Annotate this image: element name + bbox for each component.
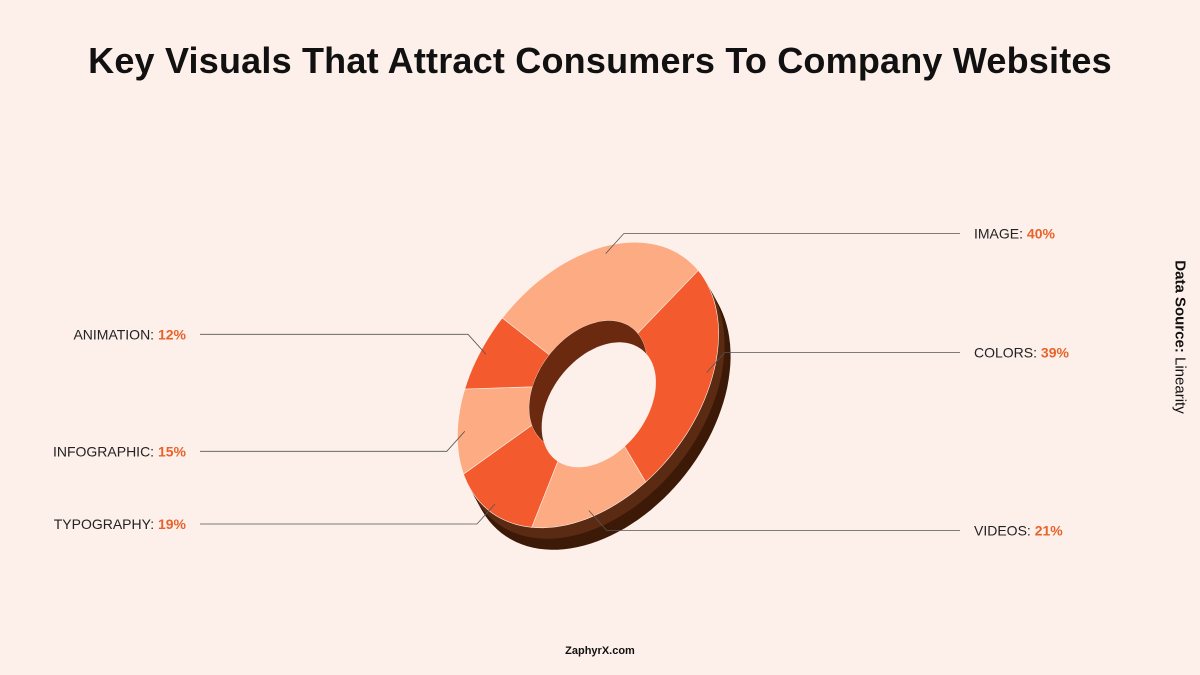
slice-value: 19% <box>158 516 187 532</box>
slice-value: 21% <box>1035 523 1064 539</box>
donut-hole <box>529 320 656 468</box>
data-source: Data Source: Linearity <box>1172 260 1189 413</box>
slice-value: 15% <box>158 443 187 459</box>
slice-name: ANIMATION: <box>73 326 158 342</box>
leader-line <box>605 233 960 254</box>
slice-label-videos: VIDEOS: 21% <box>588 510 1063 539</box>
leader-line <box>200 503 496 525</box>
footer-brand: ZaphyrX.com <box>565 645 635 657</box>
chart-title: Key Visuals That Attract Consumers To Co… <box>88 40 1112 81</box>
data-source-label: Data Source: <box>1171 260 1189 353</box>
leader-line <box>200 431 466 452</box>
slice-label-typography: TYPOGRAPHY: 19% <box>54 503 496 532</box>
slice-value: 40% <box>1027 226 1056 242</box>
slice-label-text: COLORS: 39% <box>974 345 1069 361</box>
slice-name: COLORS: <box>974 345 1041 361</box>
slice-label-text: ANIMATION: 12% <box>73 326 186 342</box>
slice-name: VIDEOS: <box>974 523 1035 539</box>
slice-label-text: TYPOGRAPHY: 19% <box>54 516 187 532</box>
leader-line <box>588 510 960 531</box>
leader-line <box>706 352 960 373</box>
slice-label-text: VIDEOS: 21% <box>974 523 1063 539</box>
slice-labels: IMAGE: 40% COLORS: 39% VIDEOS: 21% TYPOGRAP… <box>53 226 1070 539</box>
slice-label-image: IMAGE: 40% <box>605 226 1055 254</box>
leader-line <box>200 333 487 355</box>
slice-label-text: IMAGE: 40% <box>974 226 1055 242</box>
slice-label-text: INFOGRAPHIC: 15% <box>53 443 187 459</box>
slice-label-colors: COLORS: 39% <box>706 345 1069 373</box>
slice-label-animation: ANIMATION: 12% <box>73 326 487 355</box>
slice-label-infographic: INFOGRAPHIC: 15% <box>53 431 466 459</box>
slice-value: 39% <box>1041 345 1070 361</box>
slice-name: TYPOGRAPHY: <box>54 516 158 532</box>
slice-value: 12% <box>158 326 187 342</box>
slice-name: IMAGE: <box>974 226 1027 242</box>
data-source-value: Linearity <box>1171 357 1189 414</box>
donut-slices <box>457 241 719 529</box>
donut-center <box>541 342 656 468</box>
slice-name: INFOGRAPHIC: <box>53 443 158 459</box>
